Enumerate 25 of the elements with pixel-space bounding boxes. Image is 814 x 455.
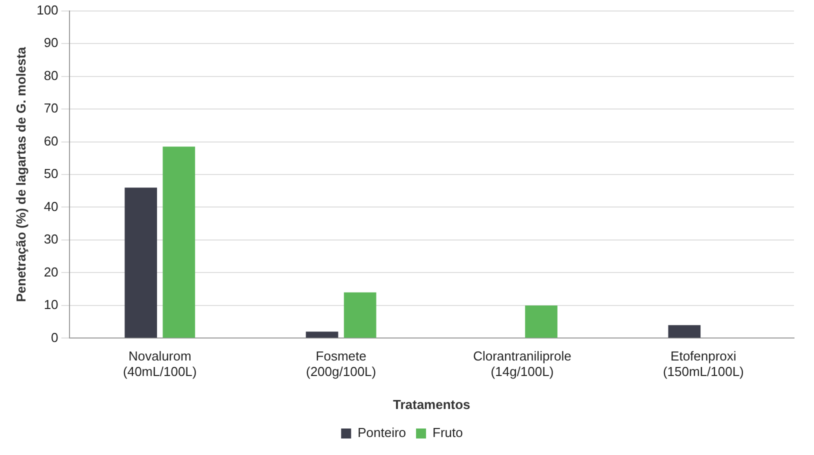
- legend-label: Fruto: [432, 425, 463, 440]
- y-tick-label: 60: [44, 133, 58, 148]
- bar: [344, 292, 376, 338]
- y-tick-label: 10: [44, 297, 58, 312]
- y-tick-label: 20: [44, 264, 58, 280]
- x-tick-label: Clorantraniliprole (14g/100L): [473, 348, 572, 380]
- y-tick-label: 100: [36, 2, 58, 18]
- x-tick-label: Etofenproxi (150mL/100L): [662, 348, 744, 380]
- x-tick-label: Fosmete (200g/100L): [306, 348, 376, 380]
- y-tick-label: 40: [44, 198, 58, 214]
- legend-label: Ponteiro: [358, 425, 406, 440]
- bar: [162, 146, 196, 338]
- y-tick-label: 90: [44, 35, 58, 50]
- bar: [668, 325, 701, 338]
- bar: [525, 305, 558, 338]
- bar: [124, 188, 158, 338]
- y-tick-label: 70: [44, 100, 58, 116]
- x-tick-label: Novalurom (40mL/100L): [123, 348, 197, 380]
- y-tick-label: 0: [51, 330, 58, 345]
- y-tick-label: 30: [44, 232, 58, 247]
- y-tick-label: 50: [44, 166, 58, 182]
- x-axis-title: Tratamentos: [392, 396, 470, 412]
- y-tick-label: 80: [44, 68, 58, 83]
- bar: [306, 332, 338, 338]
- y-axis-title: Penetração (%) de lagartas de G. molesta: [13, 46, 28, 302]
